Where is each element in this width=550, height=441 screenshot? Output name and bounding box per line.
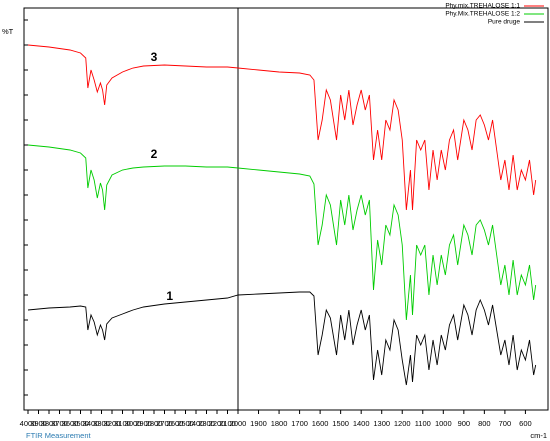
x-tick-label: 1200 xyxy=(394,419,411,428)
legend-label: Phy.mix.TREHALOSE 1:1 xyxy=(445,3,520,10)
x-tick-label: 900 xyxy=(458,419,471,428)
spectrum-line xyxy=(27,144,537,321)
annotation: 2 xyxy=(151,147,158,161)
x-tick-label: 2200 xyxy=(209,419,226,428)
x-tick-label: 1700 xyxy=(291,419,308,428)
x-tick-label: 1900 xyxy=(250,419,267,428)
x-tick-label: 4000 xyxy=(20,419,37,428)
x-tick-label: 3900 xyxy=(30,419,47,428)
x-tick-label: 800 xyxy=(478,419,491,428)
x-tick-label: 2700 xyxy=(156,419,173,428)
x-tick-label: 2000 xyxy=(230,419,247,428)
annotation: 1 xyxy=(166,289,173,303)
x-tick-label: 3800 xyxy=(41,419,58,428)
x-tick-label: 600 xyxy=(519,419,532,428)
y-axis-label: %T xyxy=(2,27,14,36)
plot-frame xyxy=(23,7,549,411)
x-tick-label: 1800 xyxy=(271,419,288,428)
x-tick-label: 700 xyxy=(499,419,512,428)
x-tick-label: 1400 xyxy=(353,419,370,428)
x-tick-label: 3700 xyxy=(51,419,68,428)
x-tick-label: 3200 xyxy=(104,419,121,428)
x-tick-label: 3500 xyxy=(72,419,89,428)
x-tick-label: 2500 xyxy=(177,419,194,428)
x-tick-label: 2600 xyxy=(167,419,184,428)
x-tick-label: 3000 xyxy=(125,419,142,428)
x-tick-label: 2100 xyxy=(219,419,236,428)
spectrum-line xyxy=(27,291,537,386)
legend-label: Pure druge xyxy=(488,19,521,26)
x-tick-label: 1100 xyxy=(415,419,431,428)
x-tick-label: 2400 xyxy=(188,419,205,428)
x-tick-label: 3600 xyxy=(62,419,79,428)
x-tick-label: 2900 xyxy=(135,419,152,428)
x-tick-label: 1500 xyxy=(332,419,349,428)
x-tick-label: 3100 xyxy=(114,419,131,428)
x-tick-label: 2300 xyxy=(198,419,215,428)
x-tick-label: 1000 xyxy=(435,419,452,428)
x-tick-label: 1600 xyxy=(312,419,329,428)
x-tick-label: 3300 xyxy=(93,419,110,428)
x-tick-label: 2800 xyxy=(146,419,163,428)
x-axis-label: cm-1 xyxy=(530,431,547,440)
x-tick-label: 1300 xyxy=(373,419,390,428)
annotation: 3 xyxy=(151,50,158,64)
legend-label: Phy.Mix.TREHALOSE 1:2 xyxy=(445,11,520,18)
footer: FTIR Measurement xyxy=(26,431,92,440)
spectrum-line xyxy=(27,44,537,211)
x-tick-label: 3400 xyxy=(83,419,100,428)
